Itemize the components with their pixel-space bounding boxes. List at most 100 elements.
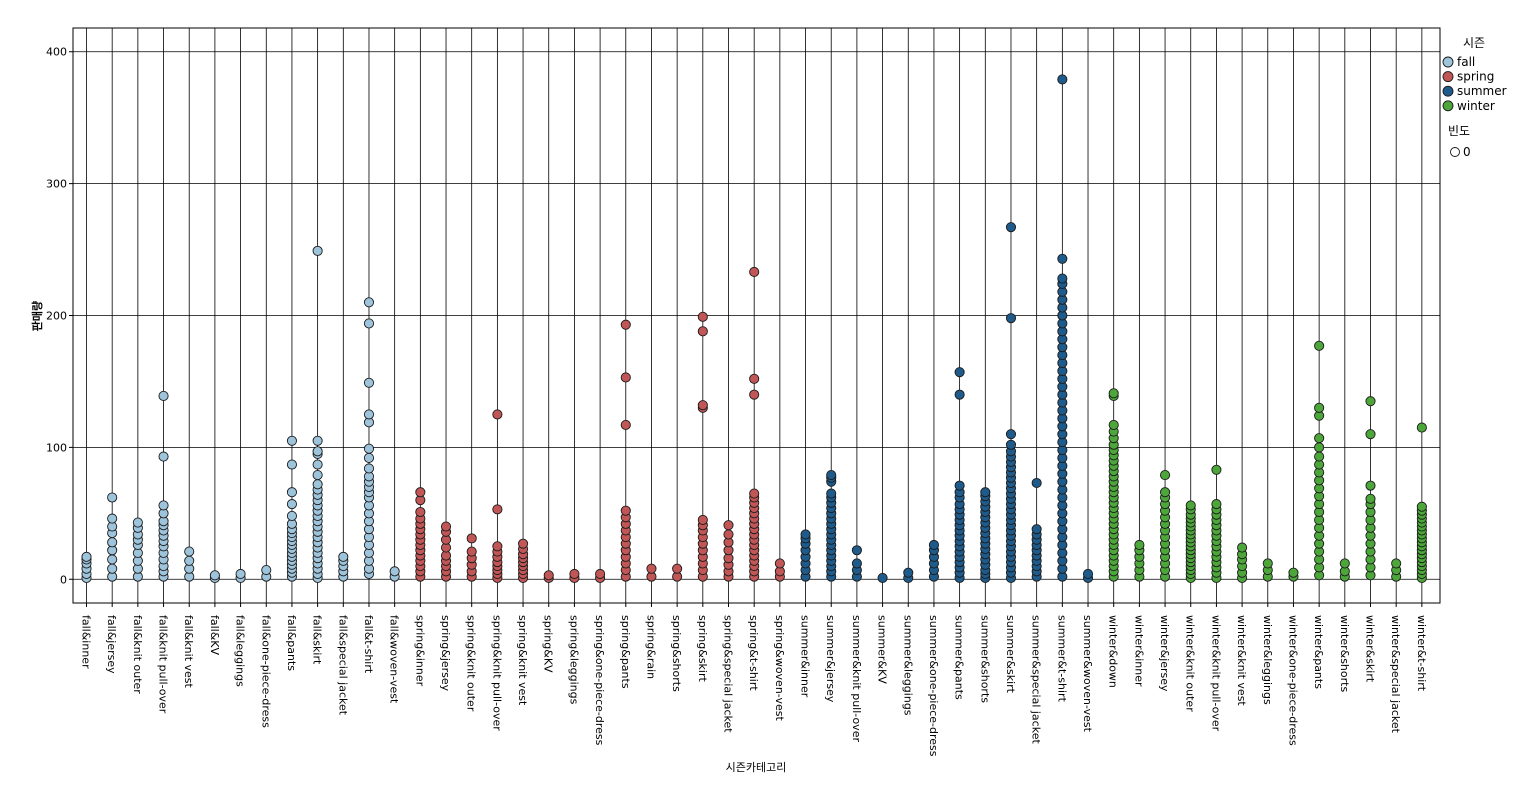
data-point-winter	[1262, 558, 1273, 569]
data-point-summer	[1031, 524, 1042, 535]
legend-size-label: 0	[1463, 145, 1471, 159]
x-tick-label: fall&leggings	[234, 615, 247, 687]
x-tick-label: spring&woven-vest	[773, 615, 786, 721]
x-tick-label: summer&leggings	[901, 615, 914, 716]
data-point-winter	[1160, 470, 1171, 481]
legend-marker-spring	[1442, 71, 1454, 83]
data-point-summer	[954, 389, 965, 400]
data-point-fall	[363, 377, 375, 388]
data-point-spring	[492, 409, 503, 420]
data-point-summer	[954, 480, 965, 491]
x-tick-label: winter&inner	[1132, 615, 1145, 687]
legend-label-winter: winter	[1457, 99, 1495, 113]
x-tick-label: fall&one-piece-dress	[259, 615, 272, 728]
data-point-fall	[312, 470, 323, 481]
x-tick-label: fall&skirt	[311, 615, 324, 665]
data-point-summer	[877, 572, 888, 583]
x-tick-label: winter&special jacket	[1389, 615, 1402, 734]
x-tick-label: summer&t-shirt	[1055, 615, 1068, 703]
x-tick-label: summer&woven-vest	[1081, 615, 1094, 733]
x-tick-label: winter&knit pull-over	[1209, 615, 1222, 732]
x-tick-label: summer&KV	[876, 615, 889, 684]
x-tick-label: spring&KV	[542, 615, 555, 673]
data-point-summer	[903, 567, 914, 578]
y-tick-label: 400	[46, 46, 67, 59]
data-point-fall	[184, 555, 195, 566]
legend-title: 시즌	[1463, 36, 1485, 50]
x-tick-label: summer&inner	[799, 615, 812, 698]
data-point-spring	[466, 533, 477, 544]
data-point-fall	[286, 499, 297, 510]
x-tick-label: summer&knit pull-over	[850, 615, 863, 742]
data-point-summer	[826, 488, 837, 499]
x-tick-label: spring&one-piece-dress	[593, 615, 606, 746]
legend-label-spring: spring	[1457, 70, 1494, 84]
x-tick-label: winter&knit vest	[1235, 615, 1248, 706]
data-point-winter	[1314, 451, 1325, 462]
data-point-winter	[1211, 464, 1222, 475]
x-tick-label: spring&knit pull-over	[490, 615, 503, 731]
x-tick-label: summer&shorts	[978, 615, 991, 703]
data-point-fall	[286, 435, 297, 446]
data-point-fall	[107, 513, 118, 524]
x-tick-label: winter&down	[1107, 615, 1120, 688]
legend-marker-winter	[1442, 100, 1454, 112]
data-point-summer	[1005, 439, 1017, 450]
data-point-fall	[286, 510, 297, 522]
legend-label-summer: summer	[1457, 84, 1507, 98]
data-point-summer	[851, 558, 862, 569]
data-point-fall	[132, 517, 143, 528]
data-point-fall	[235, 568, 246, 580]
x-tick-label: fall&pants	[285, 615, 298, 671]
x-tick-label: winter&pants	[1312, 615, 1325, 689]
data-point-spring	[749, 266, 760, 278]
data-point-winter	[1365, 396, 1376, 407]
data-point-spring	[723, 520, 734, 531]
data-point-fall	[107, 554, 118, 565]
data-point-spring	[620, 505, 631, 516]
data-point-fall	[363, 463, 375, 474]
data-point-fall	[261, 564, 272, 576]
data-point-spring	[774, 558, 785, 569]
legend-label-fall: fall	[1457, 55, 1475, 69]
data-point-spring	[569, 568, 580, 580]
data-point-winter	[1108, 419, 1119, 431]
x-tick-label: winter&knit outer	[1184, 615, 1197, 712]
data-point-winter	[1288, 567, 1299, 578]
data-point-fall	[81, 551, 92, 562]
x-tick-label: fall&jersey	[105, 615, 118, 674]
data-point-spring	[415, 487, 426, 498]
x-tick-label: spring&skirt	[696, 615, 709, 683]
data-point-winter	[1160, 487, 1171, 498]
data-point-summer	[1005, 313, 1017, 324]
x-tick-label: spring&knit vest	[516, 615, 529, 706]
data-point-spring	[697, 400, 708, 411]
data-point-fall	[107, 492, 118, 503]
x-tick-label: spring&t-shirt	[747, 615, 760, 691]
x-tick-label: winter&jersey	[1158, 615, 1171, 692]
data-point-spring	[749, 488, 760, 499]
data-point-summer	[1057, 273, 1068, 284]
x-tick-label: spring&leggings	[567, 615, 580, 705]
x-tick-label: spring&special jacket	[722, 615, 735, 733]
data-point-spring	[620, 419, 631, 431]
data-point-winter	[1314, 442, 1325, 453]
x-tick-label: fall&KV	[208, 615, 221, 656]
data-point-fall	[363, 318, 375, 329]
x-tick-label: summer&special jacket	[1030, 615, 1043, 744]
data-point-winter	[1365, 493, 1376, 504]
data-point-fall	[363, 452, 375, 463]
data-point-spring	[697, 311, 708, 322]
y-tick-label: 200	[46, 310, 67, 323]
data-point-spring	[620, 319, 631, 330]
grid-layer	[72, 27, 1441, 604]
x-tick-label: spring&rain	[644, 615, 657, 679]
data-point-winter	[1416, 422, 1427, 433]
data-point-fall	[158, 500, 169, 511]
data-point-fall	[158, 390, 169, 401]
data-point-summer	[800, 529, 811, 540]
x-tick-label: fall&knit outer	[131, 615, 144, 694]
